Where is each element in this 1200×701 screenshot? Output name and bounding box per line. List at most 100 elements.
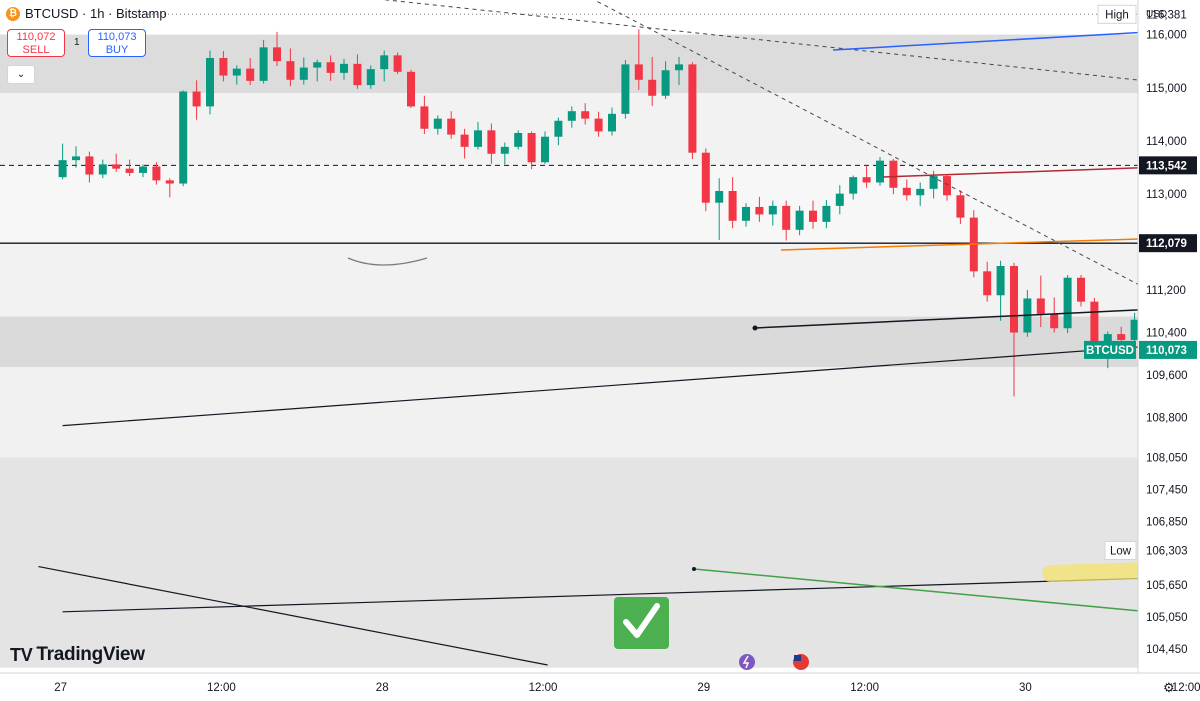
candle-up <box>259 47 268 81</box>
candle-up <box>795 210 804 230</box>
zone-band <box>0 93 1138 166</box>
candle-up <box>206 57 214 107</box>
buy-button[interactable]: 110,073 BUY <box>88 29 146 57</box>
y-tick-label: 116,000 <box>1146 30 1187 42</box>
y-tick-label: 109,600 <box>1146 370 1188 382</box>
price-axis: 104,450 105,050 105,650 106,850 107,450 108,0… <box>1084 0 1200 701</box>
us-flag-canton-icon <box>794 655 801 661</box>
bitcoin-icon: ₿ <box>6 6 20 21</box>
zone-band <box>0 367 1138 458</box>
candle-up <box>433 118 442 129</box>
candle-up <box>822 205 831 222</box>
price-badge <box>1139 234 1197 253</box>
candle-up <box>380 55 389 70</box>
candle-up <box>299 67 308 80</box>
y-tick-label: 115,000 <box>1146 83 1187 95</box>
y-tick-label: 107,450 <box>1146 484 1188 496</box>
price-badge-tag <box>1104 540 1137 560</box>
support-highlight <box>1042 560 1200 583</box>
candle-down <box>165 180 174 184</box>
candle-down <box>1036 298 1045 314</box>
tradingview-logo: TV TradingView <box>10 644 145 666</box>
candle-down <box>956 195 965 218</box>
candle-up <box>139 166 147 173</box>
candle-up <box>340 63 348 73</box>
candle-up <box>876 160 884 183</box>
candle-down <box>246 68 255 81</box>
candle-up <box>366 69 375 86</box>
candle-down <box>581 111 590 119</box>
candle-down <box>152 166 161 181</box>
candle-up <box>514 133 523 147</box>
candle-up <box>849 177 858 194</box>
price-badge <box>1139 156 1197 175</box>
candle-down <box>527 133 536 163</box>
price-badge-value: 112,079 <box>1146 238 1187 250</box>
x-tick-label: 28 <box>376 682 389 694</box>
zone-lines <box>0 13 1138 244</box>
price-badge-value: 113,542 <box>1146 160 1187 172</box>
candle-up <box>98 164 107 175</box>
candle-down <box>701 152 710 203</box>
candle-down <box>728 190 737 221</box>
y-tick-label: 110,400 <box>1146 328 1187 340</box>
candle-down <box>1090 301 1099 347</box>
price-badge <box>1139 340 1197 359</box>
support-bracket <box>347 257 428 266</box>
candle-down <box>1117 334 1126 340</box>
candle-up <box>1130 319 1139 340</box>
candle-down <box>594 118 603 132</box>
sell-price: 110,072 <box>16 31 56 43</box>
candle-down <box>902 187 911 196</box>
y-tick-label: 108,050 <box>1146 453 1188 465</box>
zone-band <box>0 316 1138 368</box>
candle-up <box>768 205 777 215</box>
candle-up <box>179 91 188 184</box>
candle-down <box>393 55 402 72</box>
price-badge-label: BTCUSD <box>1086 345 1134 357</box>
y-tick-label: 106,850 <box>1146 516 1188 528</box>
candle-down <box>755 206 764 215</box>
currency-label[interactable]: USD <box>1146 9 1168 20</box>
callout-anchor-dot <box>692 567 696 571</box>
candle-up <box>72 156 80 161</box>
candle-down <box>1010 266 1018 333</box>
tv-mark-icon: TV <box>10 644 33 665</box>
candle-down <box>889 160 898 188</box>
candle-down <box>943 176 951 196</box>
candle-down <box>862 177 871 183</box>
candle-up <box>835 193 844 206</box>
callout-pointer <box>882 164 1200 178</box>
candle-up <box>621 64 630 114</box>
price-badge-label: High <box>1105 9 1129 21</box>
candle-down <box>286 61 295 80</box>
price-zones <box>0 34 1138 668</box>
x-tick-label: 27 <box>54 682 67 694</box>
candle-up <box>742 206 750 221</box>
price-badge-value: 106,303 <box>1146 545 1188 557</box>
zone-band <box>0 457 1138 668</box>
candle-up <box>1063 277 1072 329</box>
y-tick-label: 114,000 <box>1146 136 1187 148</box>
candle-up <box>554 120 563 137</box>
gear-icon[interactable]: ⚙ <box>1163 680 1175 695</box>
sell-button[interactable]: 110,072 SELL <box>7 29 65 57</box>
candle-up <box>541 136 549 163</box>
time-axis-background <box>0 673 1200 701</box>
candle-up <box>313 62 322 68</box>
price-badge-tag <box>1097 4 1137 24</box>
x-tick-label: 30 <box>1019 682 1032 694</box>
symbol-header[interactable]: ₿ BTCUSD · 1h · Bitstamp <box>6 6 167 21</box>
candle-down <box>1050 313 1059 329</box>
price-badge-label: Low <box>1110 545 1132 557</box>
candle-down <box>809 210 817 222</box>
x-tick-label: 12:00 <box>1172 682 1200 694</box>
candle-up <box>608 113 616 132</box>
y-tick-label: 105,650 <box>1146 580 1188 592</box>
zone-band <box>0 165 1138 244</box>
candle-down <box>487 130 496 154</box>
candle-down <box>1077 277 1085 302</box>
collapse-chevron-icon[interactable]: ⌄ <box>7 65 35 84</box>
candle-up <box>929 176 938 189</box>
